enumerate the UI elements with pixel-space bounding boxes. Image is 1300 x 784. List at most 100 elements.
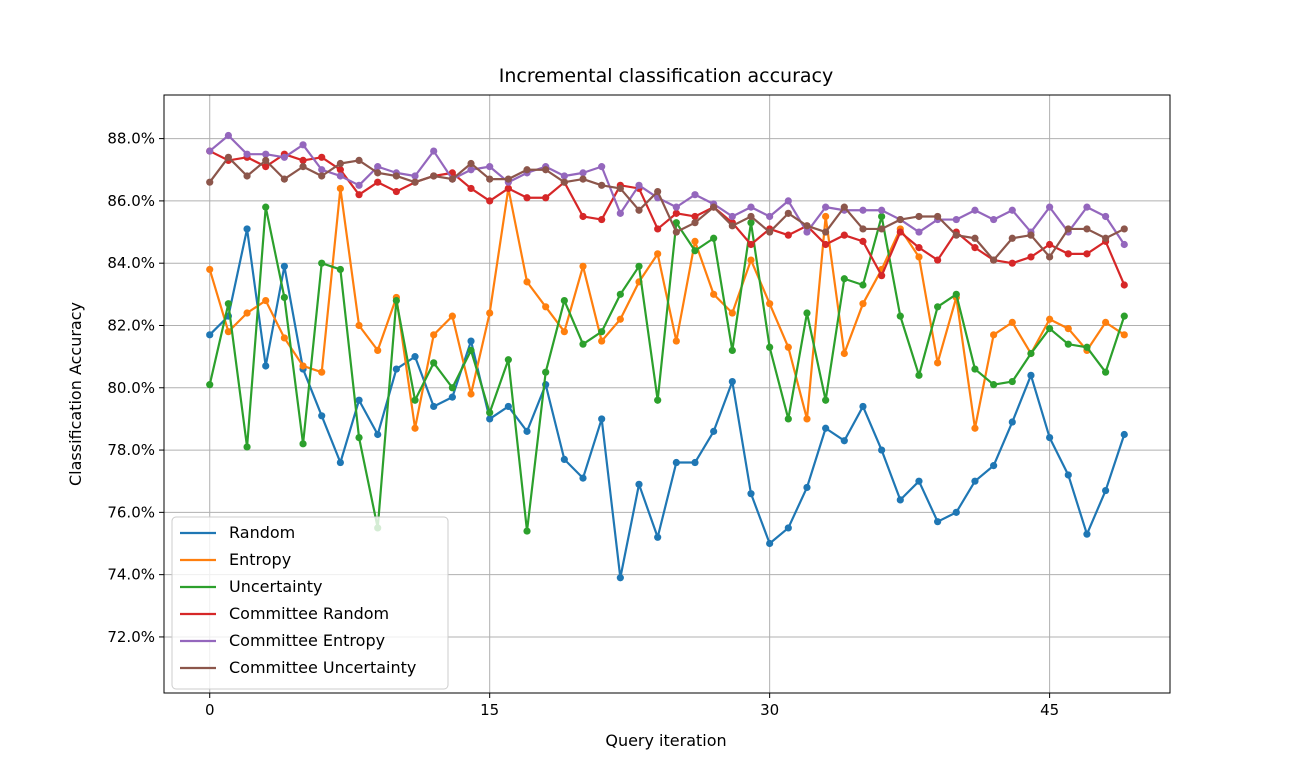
data-point [654, 187, 662, 196]
data-point [1102, 368, 1110, 376]
legend-box [171, 516, 449, 690]
data-point [336, 265, 344, 274]
data-point [392, 365, 400, 373]
data-point [654, 225, 662, 233]
data-point [747, 219, 755, 227]
data-point [878, 446, 886, 454]
series-line [208, 227, 1126, 579]
data-point [934, 303, 942, 311]
data-point [374, 430, 382, 439]
data-point [579, 262, 587, 270]
data-point [728, 377, 736, 386]
data-point [486, 309, 494, 317]
data-point [747, 240, 755, 249]
data-point [934, 518, 942, 526]
data-point [896, 228, 904, 236]
data-point [430, 359, 438, 367]
data-point [504, 184, 512, 193]
y-tick-label: 80.0% [107, 379, 155, 397]
data-point [243, 309, 251, 317]
y-tick-label: 86.0% [107, 192, 155, 210]
data-point [598, 415, 606, 423]
data-point [318, 166, 326, 174]
data-point [1008, 377, 1016, 386]
data-point [616, 209, 624, 217]
data-point [542, 166, 550, 174]
data-point [728, 309, 736, 317]
data-point [840, 231, 848, 239]
data-point [467, 159, 475, 168]
data-point [1120, 281, 1128, 289]
data-point [355, 181, 363, 189]
data-point [336, 159, 344, 168]
data-point [859, 225, 867, 233]
data-point [467, 346, 475, 354]
data-point [784, 197, 792, 205]
data-point [336, 166, 344, 174]
x-tick-label: 45 [1040, 701, 1059, 719]
data-point [784, 415, 792, 423]
data-point [598, 163, 606, 171]
data-point [859, 281, 867, 289]
data-point [430, 172, 438, 180]
data-point [318, 259, 326, 267]
data-point [1027, 231, 1035, 239]
data-point [952, 215, 960, 224]
data-point [672, 458, 680, 467]
data-point [1046, 240, 1054, 249]
legend-label: Committee Random [229, 604, 389, 623]
data-point [766, 212, 774, 221]
data-point [243, 150, 251, 158]
data-point [859, 300, 867, 308]
data-point [654, 533, 662, 541]
data-point [691, 458, 699, 467]
data-point [280, 293, 288, 302]
legend-label: Committee Uncertainty [229, 658, 416, 677]
data-point [747, 203, 755, 211]
data-point [486, 415, 494, 423]
data-point [915, 253, 923, 261]
data-point [822, 424, 830, 432]
data-point [1120, 240, 1128, 249]
data-point [971, 477, 979, 485]
data-point [523, 527, 531, 535]
data-point [430, 331, 438, 339]
data-point [822, 240, 830, 249]
data-point [430, 147, 438, 155]
data-point [1008, 206, 1016, 214]
data-point [1064, 471, 1072, 479]
data-point [355, 191, 363, 199]
data-point [1102, 486, 1110, 495]
data-point [971, 234, 979, 242]
data-point [262, 163, 270, 171]
data-point [672, 228, 680, 236]
data-point [1046, 315, 1054, 323]
data-point [1064, 340, 1072, 348]
data-point [411, 396, 419, 404]
data-point [915, 477, 923, 485]
data-point [635, 480, 643, 488]
data-point [934, 359, 942, 367]
data-point [784, 343, 792, 351]
data-point [915, 212, 923, 221]
legend-label: Uncertainty [229, 577, 322, 596]
data-point [840, 437, 848, 445]
data-point [990, 331, 998, 339]
legend-label: Committee Entropy [229, 631, 385, 650]
y-tick-label: 74.0% [107, 566, 155, 584]
data-point [710, 427, 718, 435]
data-point [616, 290, 624, 298]
data-point [224, 131, 232, 140]
data-point [355, 434, 363, 442]
data-point [915, 228, 923, 236]
data-point [990, 215, 998, 224]
data-point [262, 296, 270, 305]
data-point [616, 184, 624, 193]
data-point [467, 184, 475, 193]
data-point [990, 381, 998, 389]
data-point [542, 303, 550, 311]
series-group [206, 225, 1128, 582]
data-point [579, 340, 587, 348]
data-point [355, 396, 363, 404]
data-point [878, 272, 886, 280]
